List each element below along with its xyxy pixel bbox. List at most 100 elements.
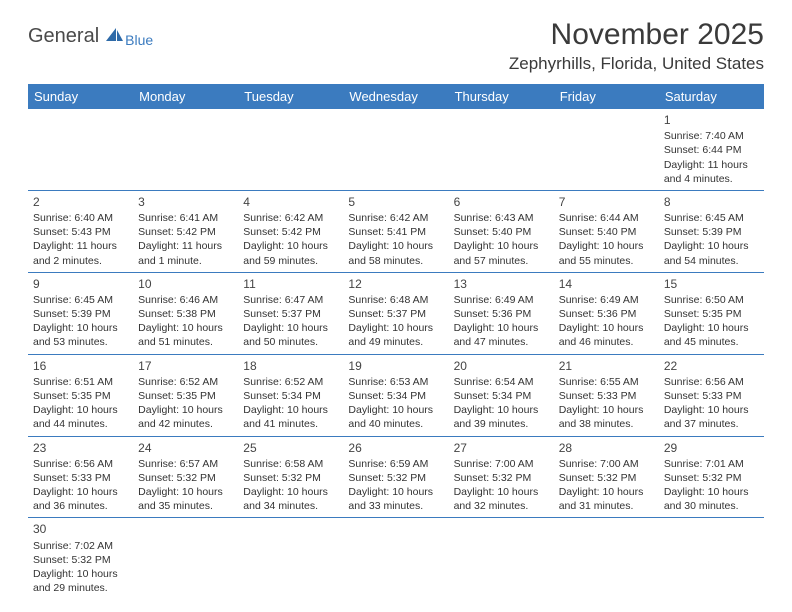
calendar-cell: 20Sunrise: 6:54 AMSunset: 5:34 PMDayligh… <box>449 354 554 436</box>
sunrise-line: Sunrise: 6:45 AM <box>664 211 759 225</box>
daylight-line: Daylight: 10 hours <box>559 485 654 499</box>
sunrise-line: Sunrise: 6:50 AM <box>664 293 759 307</box>
daylight-line: and 45 minutes. <box>664 335 759 349</box>
day-number: 11 <box>243 276 338 292</box>
sunrise-line: Sunrise: 6:43 AM <box>454 211 549 225</box>
sunset-line: Sunset: 5:32 PM <box>243 471 338 485</box>
daylight-line: Daylight: 10 hours <box>243 321 338 335</box>
daylight-line: Daylight: 10 hours <box>243 485 338 499</box>
sunset-line: Sunset: 5:34 PM <box>454 389 549 403</box>
sunset-line: Sunset: 6:44 PM <box>664 143 759 157</box>
sunset-line: Sunset: 5:34 PM <box>243 389 338 403</box>
calendar-cell: 17Sunrise: 6:52 AMSunset: 5:35 PMDayligh… <box>133 354 238 436</box>
daylight-line: Daylight: 10 hours <box>454 321 549 335</box>
daylight-line: Daylight: 10 hours <box>664 321 759 335</box>
calendar-row: 30Sunrise: 7:02 AMSunset: 5:32 PMDayligh… <box>28 518 764 599</box>
daylight-line: Daylight: 10 hours <box>33 321 128 335</box>
sunset-line: Sunset: 5:34 PM <box>348 389 443 403</box>
col-sunday: Sunday <box>28 84 133 109</box>
calendar-cell: 29Sunrise: 7:01 AMSunset: 5:32 PMDayligh… <box>659 436 764 518</box>
day-number: 4 <box>243 194 338 210</box>
col-thursday: Thursday <box>449 84 554 109</box>
calendar-cell: 6Sunrise: 6:43 AMSunset: 5:40 PMDaylight… <box>449 190 554 272</box>
daylight-line: Daylight: 11 hours <box>664 158 759 172</box>
calendar-cell: 21Sunrise: 6:55 AMSunset: 5:33 PMDayligh… <box>554 354 659 436</box>
daylight-line: and 2 minutes. <box>33 254 128 268</box>
daylight-line: Daylight: 10 hours <box>664 239 759 253</box>
daylight-line: and 40 minutes. <box>348 417 443 431</box>
daylight-line: and 36 minutes. <box>33 499 128 513</box>
calendar-cell: 25Sunrise: 6:58 AMSunset: 5:32 PMDayligh… <box>238 436 343 518</box>
calendar-cell: 24Sunrise: 6:57 AMSunset: 5:32 PMDayligh… <box>133 436 238 518</box>
daylight-line: and 4 minutes. <box>664 172 759 186</box>
day-number: 12 <box>348 276 443 292</box>
sunset-line: Sunset: 5:32 PM <box>664 471 759 485</box>
day-number: 23 <box>33 440 128 456</box>
calendar-cell: 23Sunrise: 6:56 AMSunset: 5:33 PMDayligh… <box>28 436 133 518</box>
sunset-line: Sunset: 5:32 PM <box>33 553 128 567</box>
sunset-line: Sunset: 5:35 PM <box>664 307 759 321</box>
calendar-cell: 8Sunrise: 6:45 AMSunset: 5:39 PMDaylight… <box>659 190 764 272</box>
sunrise-line: Sunrise: 6:42 AM <box>348 211 443 225</box>
sunrise-line: Sunrise: 7:02 AM <box>33 539 128 553</box>
sunrise-line: Sunrise: 6:55 AM <box>559 375 654 389</box>
calendar-cell: 14Sunrise: 6:49 AMSunset: 5:36 PMDayligh… <box>554 272 659 354</box>
daylight-line: and 35 minutes. <box>138 499 233 513</box>
day-number: 18 <box>243 358 338 374</box>
sunset-line: Sunset: 5:40 PM <box>454 225 549 239</box>
daylight-line: and 49 minutes. <box>348 335 443 349</box>
daylight-line: and 30 minutes. <box>664 499 759 513</box>
day-number: 7 <box>559 194 654 210</box>
sunrise-line: Sunrise: 6:47 AM <box>243 293 338 307</box>
calendar-cell: 30Sunrise: 7:02 AMSunset: 5:32 PMDayligh… <box>28 518 133 599</box>
calendar-row: 16Sunrise: 6:51 AMSunset: 5:35 PMDayligh… <box>28 354 764 436</box>
day-number: 16 <box>33 358 128 374</box>
calendar-cell: 27Sunrise: 7:00 AMSunset: 5:32 PMDayligh… <box>449 436 554 518</box>
day-number: 24 <box>138 440 233 456</box>
daylight-line: Daylight: 10 hours <box>348 321 443 335</box>
calendar-cell <box>343 518 448 599</box>
daylight-line: and 34 minutes. <box>243 499 338 513</box>
daylight-line: and 47 minutes. <box>454 335 549 349</box>
calendar-cell: 15Sunrise: 6:50 AMSunset: 5:35 PMDayligh… <box>659 272 764 354</box>
daylight-line: and 41 minutes. <box>243 417 338 431</box>
daylight-line: Daylight: 10 hours <box>559 321 654 335</box>
day-number: 1 <box>664 112 759 128</box>
daylight-line: and 39 minutes. <box>454 417 549 431</box>
sunrise-line: Sunrise: 6:52 AM <box>138 375 233 389</box>
daylight-line: Daylight: 10 hours <box>664 403 759 417</box>
sunrise-line: Sunrise: 6:40 AM <box>33 211 128 225</box>
sunrise-line: Sunrise: 6:59 AM <box>348 457 443 471</box>
calendar-cell: 18Sunrise: 6:52 AMSunset: 5:34 PMDayligh… <box>238 354 343 436</box>
calendar-cell <box>449 109 554 190</box>
sunset-line: Sunset: 5:43 PM <box>33 225 128 239</box>
sunset-line: Sunset: 5:37 PM <box>348 307 443 321</box>
daylight-line: and 50 minutes. <box>243 335 338 349</box>
sunrise-line: Sunrise: 6:52 AM <box>243 375 338 389</box>
sunset-line: Sunset: 5:32 PM <box>348 471 443 485</box>
daylight-line: and 37 minutes. <box>664 417 759 431</box>
sunrise-line: Sunrise: 6:51 AM <box>33 375 128 389</box>
sunset-line: Sunset: 5:33 PM <box>33 471 128 485</box>
daylight-line: Daylight: 10 hours <box>664 485 759 499</box>
calendar-cell: 22Sunrise: 6:56 AMSunset: 5:33 PMDayligh… <box>659 354 764 436</box>
daylight-line: Daylight: 10 hours <box>559 403 654 417</box>
sunrise-line: Sunrise: 6:53 AM <box>348 375 443 389</box>
calendar-cell <box>238 518 343 599</box>
daylight-line: and 46 minutes. <box>559 335 654 349</box>
daylight-line: and 55 minutes. <box>559 254 654 268</box>
calendar-cell: 10Sunrise: 6:46 AMSunset: 5:38 PMDayligh… <box>133 272 238 354</box>
sunrise-line: Sunrise: 6:44 AM <box>559 211 654 225</box>
sunset-line: Sunset: 5:40 PM <box>559 225 654 239</box>
sunrise-line: Sunrise: 7:00 AM <box>559 457 654 471</box>
sunset-line: Sunset: 5:33 PM <box>664 389 759 403</box>
location-label: Zephyrhills, Florida, United States <box>509 54 764 74</box>
daylight-line: and 42 minutes. <box>138 417 233 431</box>
calendar-cell: 19Sunrise: 6:53 AMSunset: 5:34 PMDayligh… <box>343 354 448 436</box>
calendar-row: 9Sunrise: 6:45 AMSunset: 5:39 PMDaylight… <box>28 272 764 354</box>
sunrise-line: Sunrise: 6:48 AM <box>348 293 443 307</box>
day-number: 13 <box>454 276 549 292</box>
day-number: 25 <box>243 440 338 456</box>
day-number: 29 <box>664 440 759 456</box>
daylight-line: and 1 minute. <box>138 254 233 268</box>
